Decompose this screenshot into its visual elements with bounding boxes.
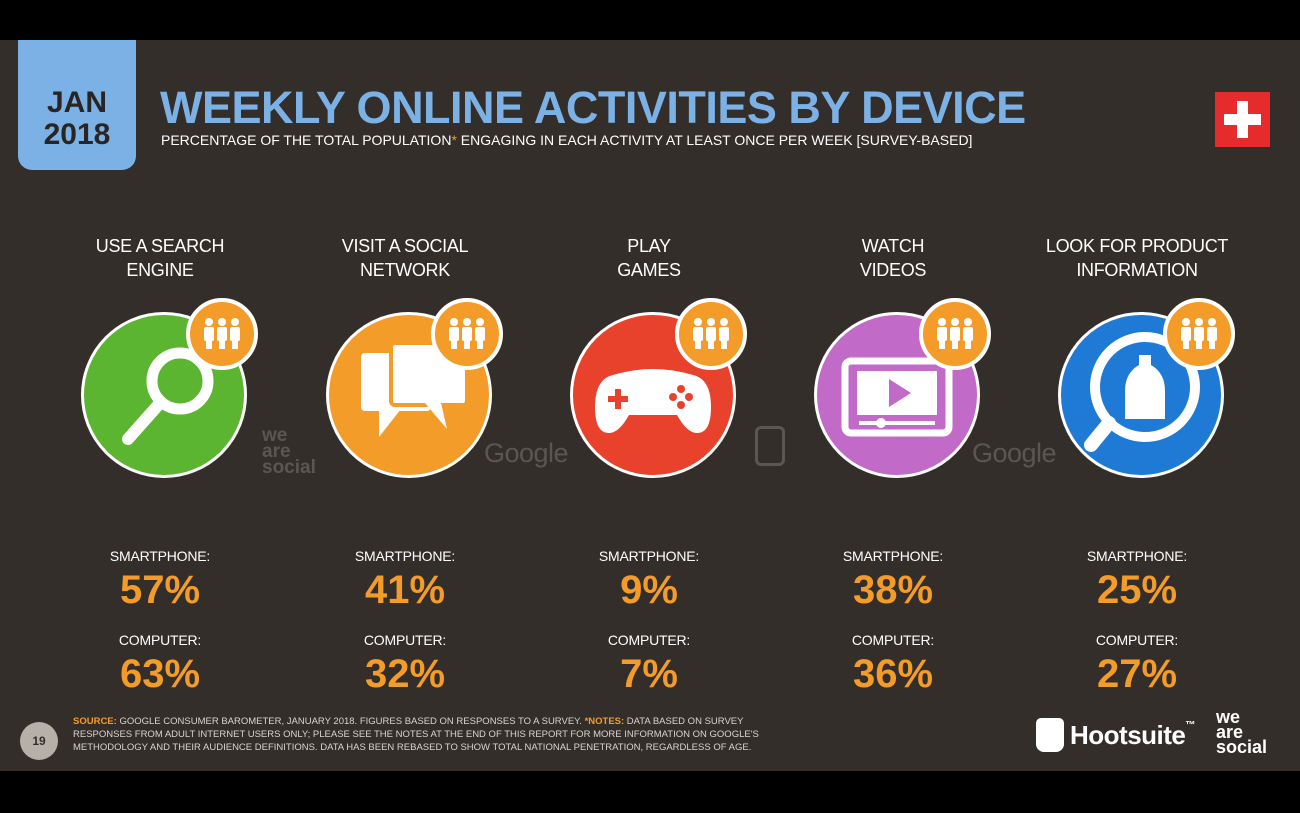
hootsuite-owl-watermark-icon (755, 426, 785, 466)
smartphone-label: SMARTPHONE: (354, 548, 456, 564)
people-icon (431, 298, 503, 370)
hootsuite-owl-icon (1036, 718, 1064, 752)
chat-bubbles-icon (326, 312, 492, 478)
date-month: JAN (46, 86, 107, 119)
gamepad-icon (570, 312, 736, 478)
date-badge: JAN 2018 (18, 40, 136, 170)
subtitle-asterisk: * (451, 132, 457, 148)
we-are-social-watermark: we are social (262, 425, 316, 478)
activity-label: WATCH VIDEOS (859, 236, 927, 280)
switzerland-flag-icon (1215, 92, 1270, 147)
smartphone-value: 38% (852, 568, 934, 612)
computer-value: 32% (364, 652, 446, 696)
computer-value: 7% (620, 652, 678, 696)
smartphone-value: 9% (620, 568, 678, 612)
computer-label: COMPUTER: (118, 632, 202, 648)
smartphone-label: SMARTPHONE: (842, 548, 944, 564)
smartphone-value: 57% (119, 568, 201, 612)
people-icon (186, 298, 258, 370)
footnote: SOURCE: GOOGLE CONSUMER BAROMETER, JANUA… (73, 716, 759, 753)
slide: JAN 2018 WEEKLY ONLINE ACTIVITIES BY DEV… (0, 40, 1300, 771)
activity-label: USE A SEARCH ENGINE (95, 236, 225, 280)
we-are-social-logo: we are social (1216, 707, 1268, 757)
smartphone-label: SMARTPHONE: (598, 548, 700, 564)
computer-value: 63% (119, 652, 201, 696)
smartphone-value: 41% (364, 568, 446, 612)
smartphone-label: SMARTPHONE: (109, 548, 211, 564)
page-subtitle: PERCENTAGE OF THE TOTAL POPULATION* ENGA… (161, 132, 972, 148)
page-number: 19 (20, 722, 58, 760)
smartphone-value: 25% (1096, 568, 1178, 612)
activity-label: LOOK FOR PRODUCT INFORMATION (1045, 236, 1229, 280)
subtitle-text-rest: ENGAGING IN EACH ACTIVITY AT LEAST ONCE … (456, 132, 973, 148)
activity-label: PLAY GAMES (617, 236, 681, 280)
page-title: WEEKLY ONLINE ACTIVITIES BY DEVICE (160, 82, 1026, 133)
computer-label: COMPUTER: (851, 632, 935, 648)
people-icon (675, 298, 747, 370)
people-icon (919, 298, 991, 370)
computer-value: 27% (1096, 652, 1178, 696)
subtitle-text: PERCENTAGE OF THE TOTAL POPULATION (161, 132, 452, 148)
computer-label: COMPUTER: (1095, 632, 1179, 648)
people-icon (1163, 298, 1235, 370)
activity-label: VISIT A SOCIAL NETWORK (341, 236, 469, 280)
date-year: 2018 (43, 118, 111, 151)
google-watermark: Google (972, 438, 1057, 468)
smartphone-label: SMARTPHONE: (1086, 548, 1188, 564)
computer-value: 36% (852, 652, 934, 696)
google-watermark: Google (484, 438, 569, 468)
computer-label: COMPUTER: (607, 632, 691, 648)
computer-label: COMPUTER: (363, 632, 447, 648)
